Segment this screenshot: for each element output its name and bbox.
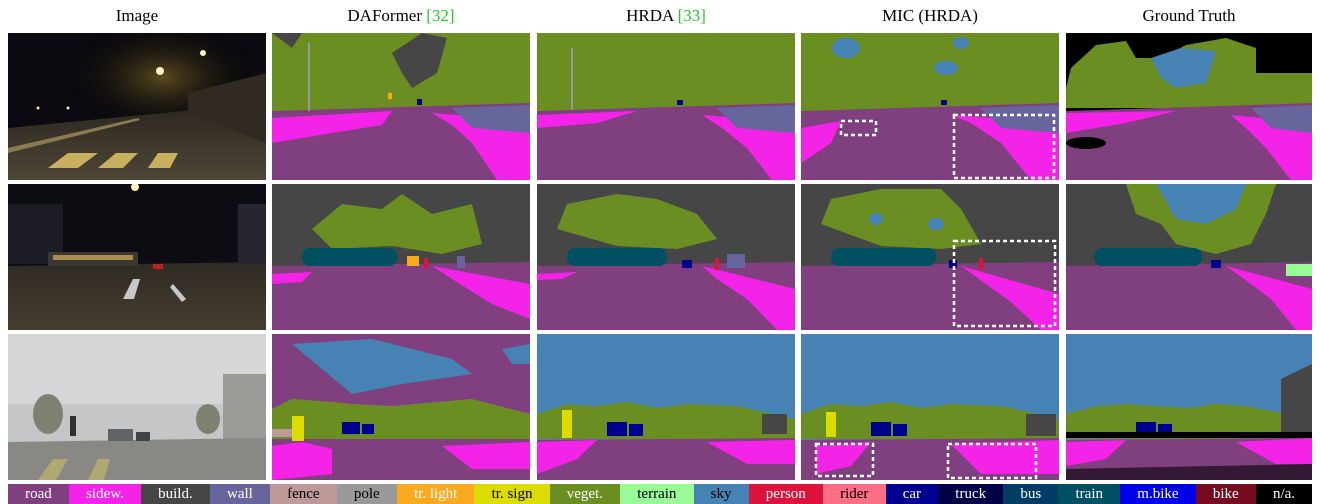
legend-item-rider: rider xyxy=(822,484,886,504)
legend-item-car: car xyxy=(885,484,939,504)
image-row3-snowy-street xyxy=(8,334,266,480)
mic-row3-segmentation xyxy=(801,334,1059,480)
legend-item-person: person xyxy=(748,484,823,504)
column-header-mic: MIC (HRDA) xyxy=(882,6,978,25)
column-header-hrda: HRDA [33] xyxy=(626,6,706,25)
legend-item-road: road xyxy=(8,484,69,504)
image-row2-night-tram xyxy=(8,184,266,330)
daformer-row1-segmentation xyxy=(272,33,530,180)
mic-row1-segmentation xyxy=(801,33,1059,180)
image-row1-night-street xyxy=(8,33,266,180)
hrda-row1-segmentation xyxy=(537,33,795,180)
legend-item-mbike: m.bike xyxy=(1120,484,1196,504)
legend-item-truck: truck xyxy=(938,484,1004,504)
legend-item-pole: pole xyxy=(336,484,397,504)
legend-item-sky: sky xyxy=(693,484,749,504)
ground-truth-row3-segmentation xyxy=(1066,334,1312,480)
legend-item-bike: bike xyxy=(1195,484,1256,504)
column-header-image: Image xyxy=(115,6,159,25)
legend-item-trsign: tr. sign xyxy=(474,484,550,504)
legend-item-fence: fence xyxy=(269,484,337,504)
legend-item-sidew: sidew. xyxy=(68,484,141,504)
daformer-row2-segmentation xyxy=(272,184,530,330)
hrda-row3-segmentation xyxy=(537,334,795,480)
legend-item-build: build. xyxy=(141,484,210,504)
legend-item-terrain: terrain xyxy=(620,484,694,504)
legend-item-bus: bus xyxy=(1003,484,1059,504)
column-header-ground-truth: Ground Truth xyxy=(1142,6,1236,25)
mic-row2-segmentation xyxy=(801,184,1059,330)
column-header-daformer: DAFormer [32] xyxy=(347,6,455,25)
legend-item-veget: veget. xyxy=(549,484,621,504)
daformer-row3-segmentation xyxy=(272,334,530,480)
legend-item-train: train xyxy=(1058,484,1121,504)
legend-item-trlight: tr. light xyxy=(396,484,475,504)
legend-item-na: n/a. xyxy=(1255,484,1313,504)
hrda-row2-segmentation xyxy=(537,184,795,330)
ground-truth-row2-segmentation xyxy=(1066,184,1312,330)
class-color-legend: road sidew. build. wall fence pole tr. light tr… xyxy=(8,484,1313,504)
ground-truth-row1-segmentation xyxy=(1066,33,1312,180)
legend-item-wall: wall xyxy=(209,484,270,504)
